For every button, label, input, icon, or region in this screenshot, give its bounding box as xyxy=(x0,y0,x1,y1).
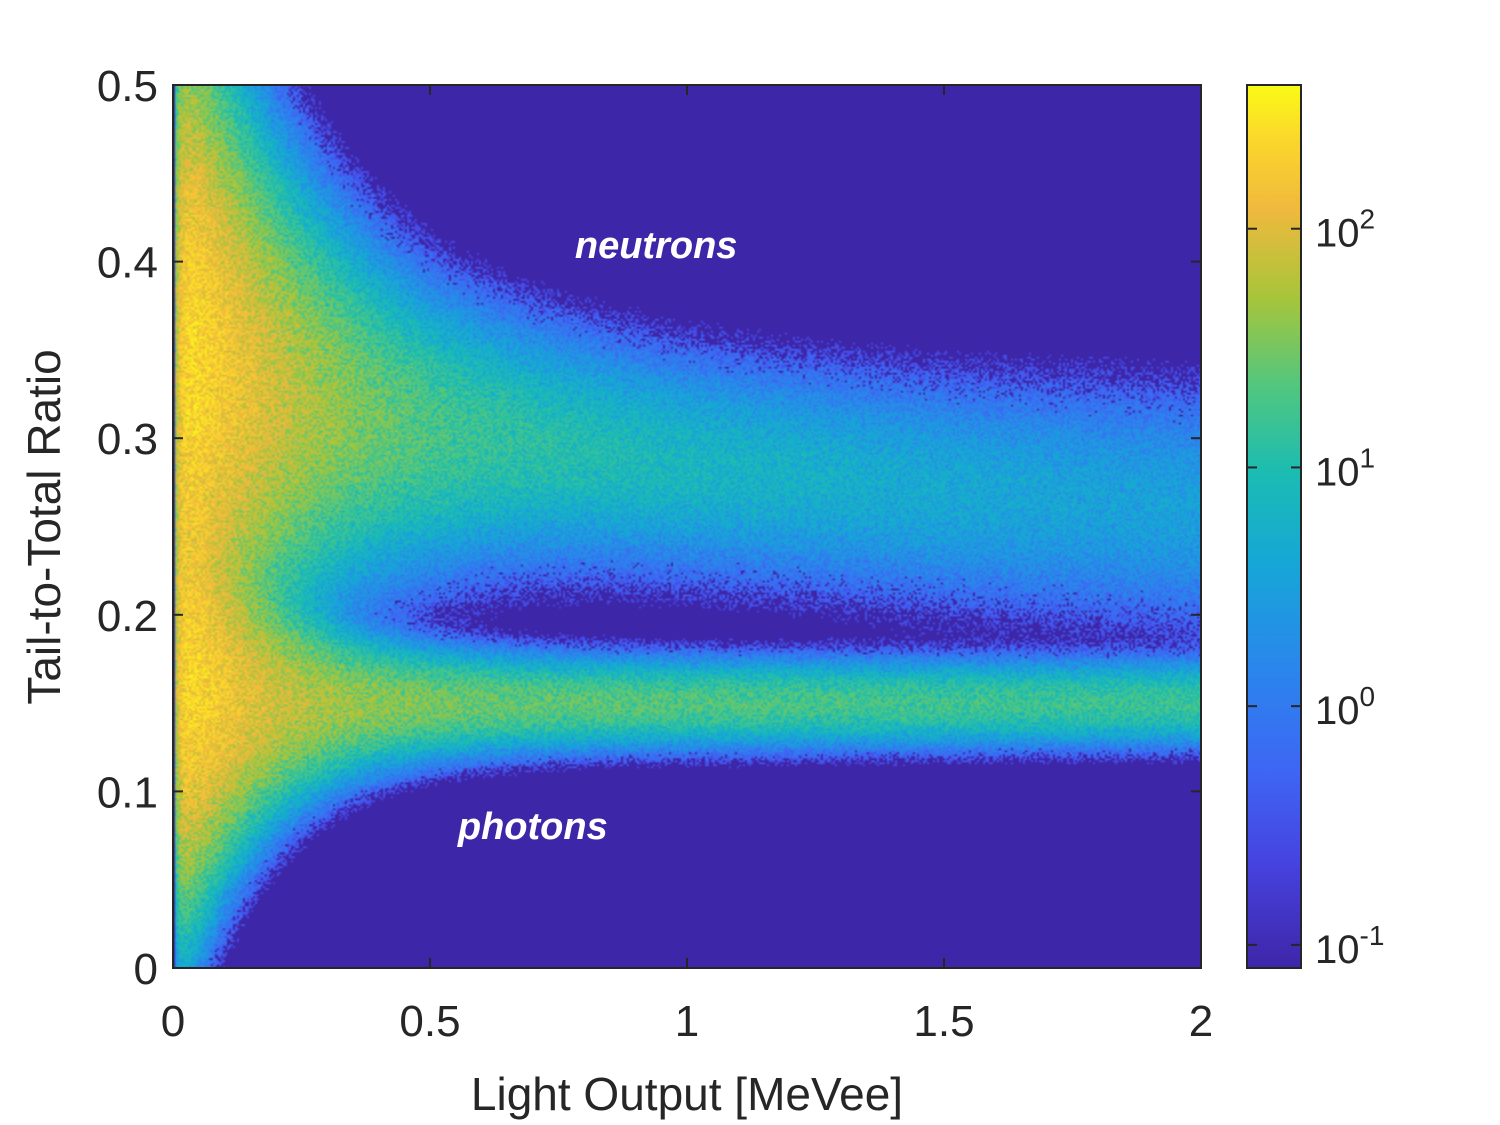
annotation-neutrons: neutrons xyxy=(575,225,738,267)
y-axis-title: Tail-to-Total Ratio xyxy=(18,349,70,704)
colorbar-tick-label: 100 xyxy=(1315,681,1375,733)
y-tick-label: 0.2 xyxy=(97,592,158,641)
x-axis-title: Light Output [MeVee] xyxy=(471,1068,903,1120)
x-tick-label: 1 xyxy=(675,997,699,1046)
x-tick-label: 2 xyxy=(1189,997,1213,1046)
y-tick-label: 0.3 xyxy=(97,415,158,464)
x-tick-label: 0 xyxy=(161,997,185,1046)
colorbar-tick-label: 101 xyxy=(1315,442,1375,494)
y-tick-label: 0.4 xyxy=(97,239,158,288)
x-tick-label: 1.5 xyxy=(913,997,974,1046)
y-tick-label: 0 xyxy=(134,945,158,994)
y-tick-label: 0.1 xyxy=(97,768,158,817)
colorbar-tick-label: 10-1 xyxy=(1315,920,1384,972)
y-tick-label: 0.5 xyxy=(97,62,158,111)
annotation-photons: photons xyxy=(457,806,608,848)
heatmap-image xyxy=(173,85,1201,968)
x-axis-ticks: 0 0.5 1 1.5 2 xyxy=(161,85,1213,1046)
plot-area: 0 0.5 1 1.5 2 0 0.1 0.2 0.3 0.4 0.5 xyxy=(97,62,1213,1046)
colorbar: 10-1 100 101 102 xyxy=(1246,84,1384,972)
colorbar-frame xyxy=(1246,84,1302,969)
colorbar-gradient xyxy=(1247,85,1301,968)
colorbar-ticks: 10-1 100 101 102 xyxy=(1247,204,1384,972)
y-axis-ticks: 0 0.1 0.2 0.3 0.4 0.5 xyxy=(97,62,1201,994)
x-tick-label: 0.5 xyxy=(399,997,460,1046)
colorbar-tick-label: 102 xyxy=(1315,204,1375,256)
